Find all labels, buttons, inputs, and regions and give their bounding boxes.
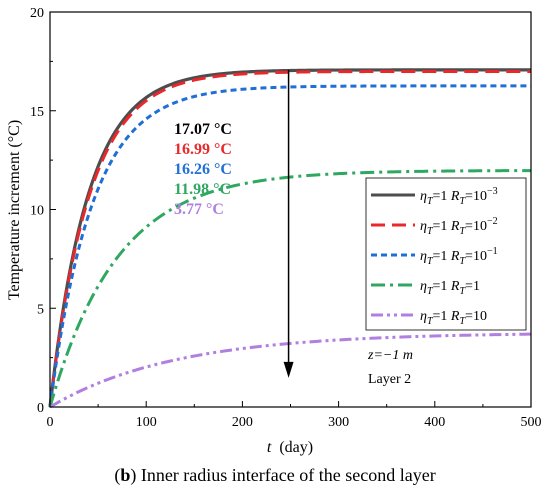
x-tick-label: 200 (232, 415, 253, 430)
legend-label: ηT=1 RT=10−1 (420, 246, 498, 267)
value-labels: 17.07 °C 16.99 °C 16.26 °C 11.98 °C 3.77 °C (174, 121, 232, 218)
x-tick-label: 100 (136, 415, 157, 430)
value-label: 17.07 °C (174, 121, 232, 138)
caption-text: Inner radius interface of the second lay… (140, 465, 436, 485)
y-tick-label: 15 (30, 105, 44, 120)
figure-caption: (b) Inner radius interface of the second… (114, 465, 436, 485)
legend-label: ηT=1 RT=10−3 (420, 186, 498, 207)
series-line (48, 68, 531, 408)
depth-label: z=−1 m (367, 348, 413, 363)
legend: ηT=1 RT=10−3 ηT=1 RT=10−2 ηT=1 RT=10−1 ηT=1… (365, 177, 527, 331)
y-axis-title: Temperature increment (°C) (6, 120, 23, 300)
ticks-layer: 0 100 200 300 400 500 0 5 10 15 20 (30, 6, 542, 430)
layer-label: Layer 2 (368, 372, 411, 387)
x-tick-label: 0 (47, 415, 54, 430)
y-tick-label: 20 (30, 6, 44, 21)
x-tick-label: 500 (521, 415, 542, 430)
value-label: 16.99 °C (174, 141, 232, 158)
series-line (49, 332, 532, 409)
arrow-layer (283, 69, 294, 378)
x-tick-label: 400 (424, 415, 445, 430)
series-line (48, 169, 532, 408)
caption-tag: b (120, 465, 131, 485)
x-axis-title: t (day) (267, 439, 313, 456)
y-tick-label: 0 (37, 401, 44, 416)
legend-label: ηT=1 RT=10 (420, 309, 487, 327)
value-label: 11.98 °C (174, 181, 231, 198)
x-axis-variable: t (267, 439, 272, 456)
x-tick-label: 300 (328, 415, 349, 430)
legend-entries: ηT=1 RT=10−3 ηT=1 RT=10−2 ηT=1 RT=10−1 ηT=1… (371, 186, 498, 327)
series-layer (48, 68, 532, 409)
y-tick-label: 5 (37, 302, 44, 317)
series-line (48, 84, 531, 408)
legend-label: ηT=1 RT=1 (420, 279, 480, 297)
legend-label: ηT=1 RT=10−2 (420, 216, 498, 237)
series-line (48, 69, 531, 408)
value-label: 16.26 °C (174, 161, 232, 178)
value-label: 3.77 °C (174, 201, 224, 218)
arrow-head (283, 361, 294, 378)
x-axis-unit: (day) (279, 439, 313, 456)
y-tick-label: 10 (30, 204, 44, 219)
